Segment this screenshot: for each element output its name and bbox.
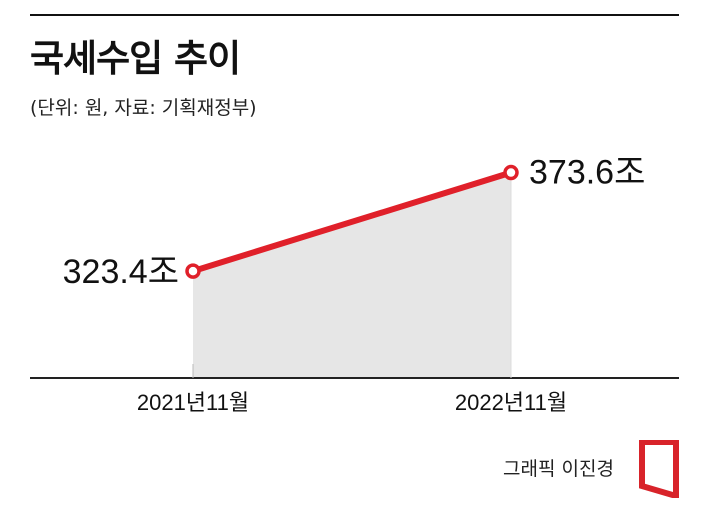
chart-title: 국세수입 추이 [30,37,241,80]
chart-subtitle: (단위: 원, 자료: 기획재정부) [30,97,257,119]
data-label-2022: 373.6조 [529,154,645,192]
x-tick-label-2022: 2022년11월 [455,390,567,415]
publisher-logo-icon [639,440,679,498]
area-fill [193,172,511,378]
data-label-2021: 323.4조 [63,253,179,291]
data-point-2022 [503,164,519,181]
top-rule [30,14,679,16]
series-line [190,169,514,275]
x-tick-label-2021: 2021년11월 [137,390,249,415]
graphic-credit: 그래픽 이진경 [503,458,614,480]
data-point-2021 [185,263,201,279]
